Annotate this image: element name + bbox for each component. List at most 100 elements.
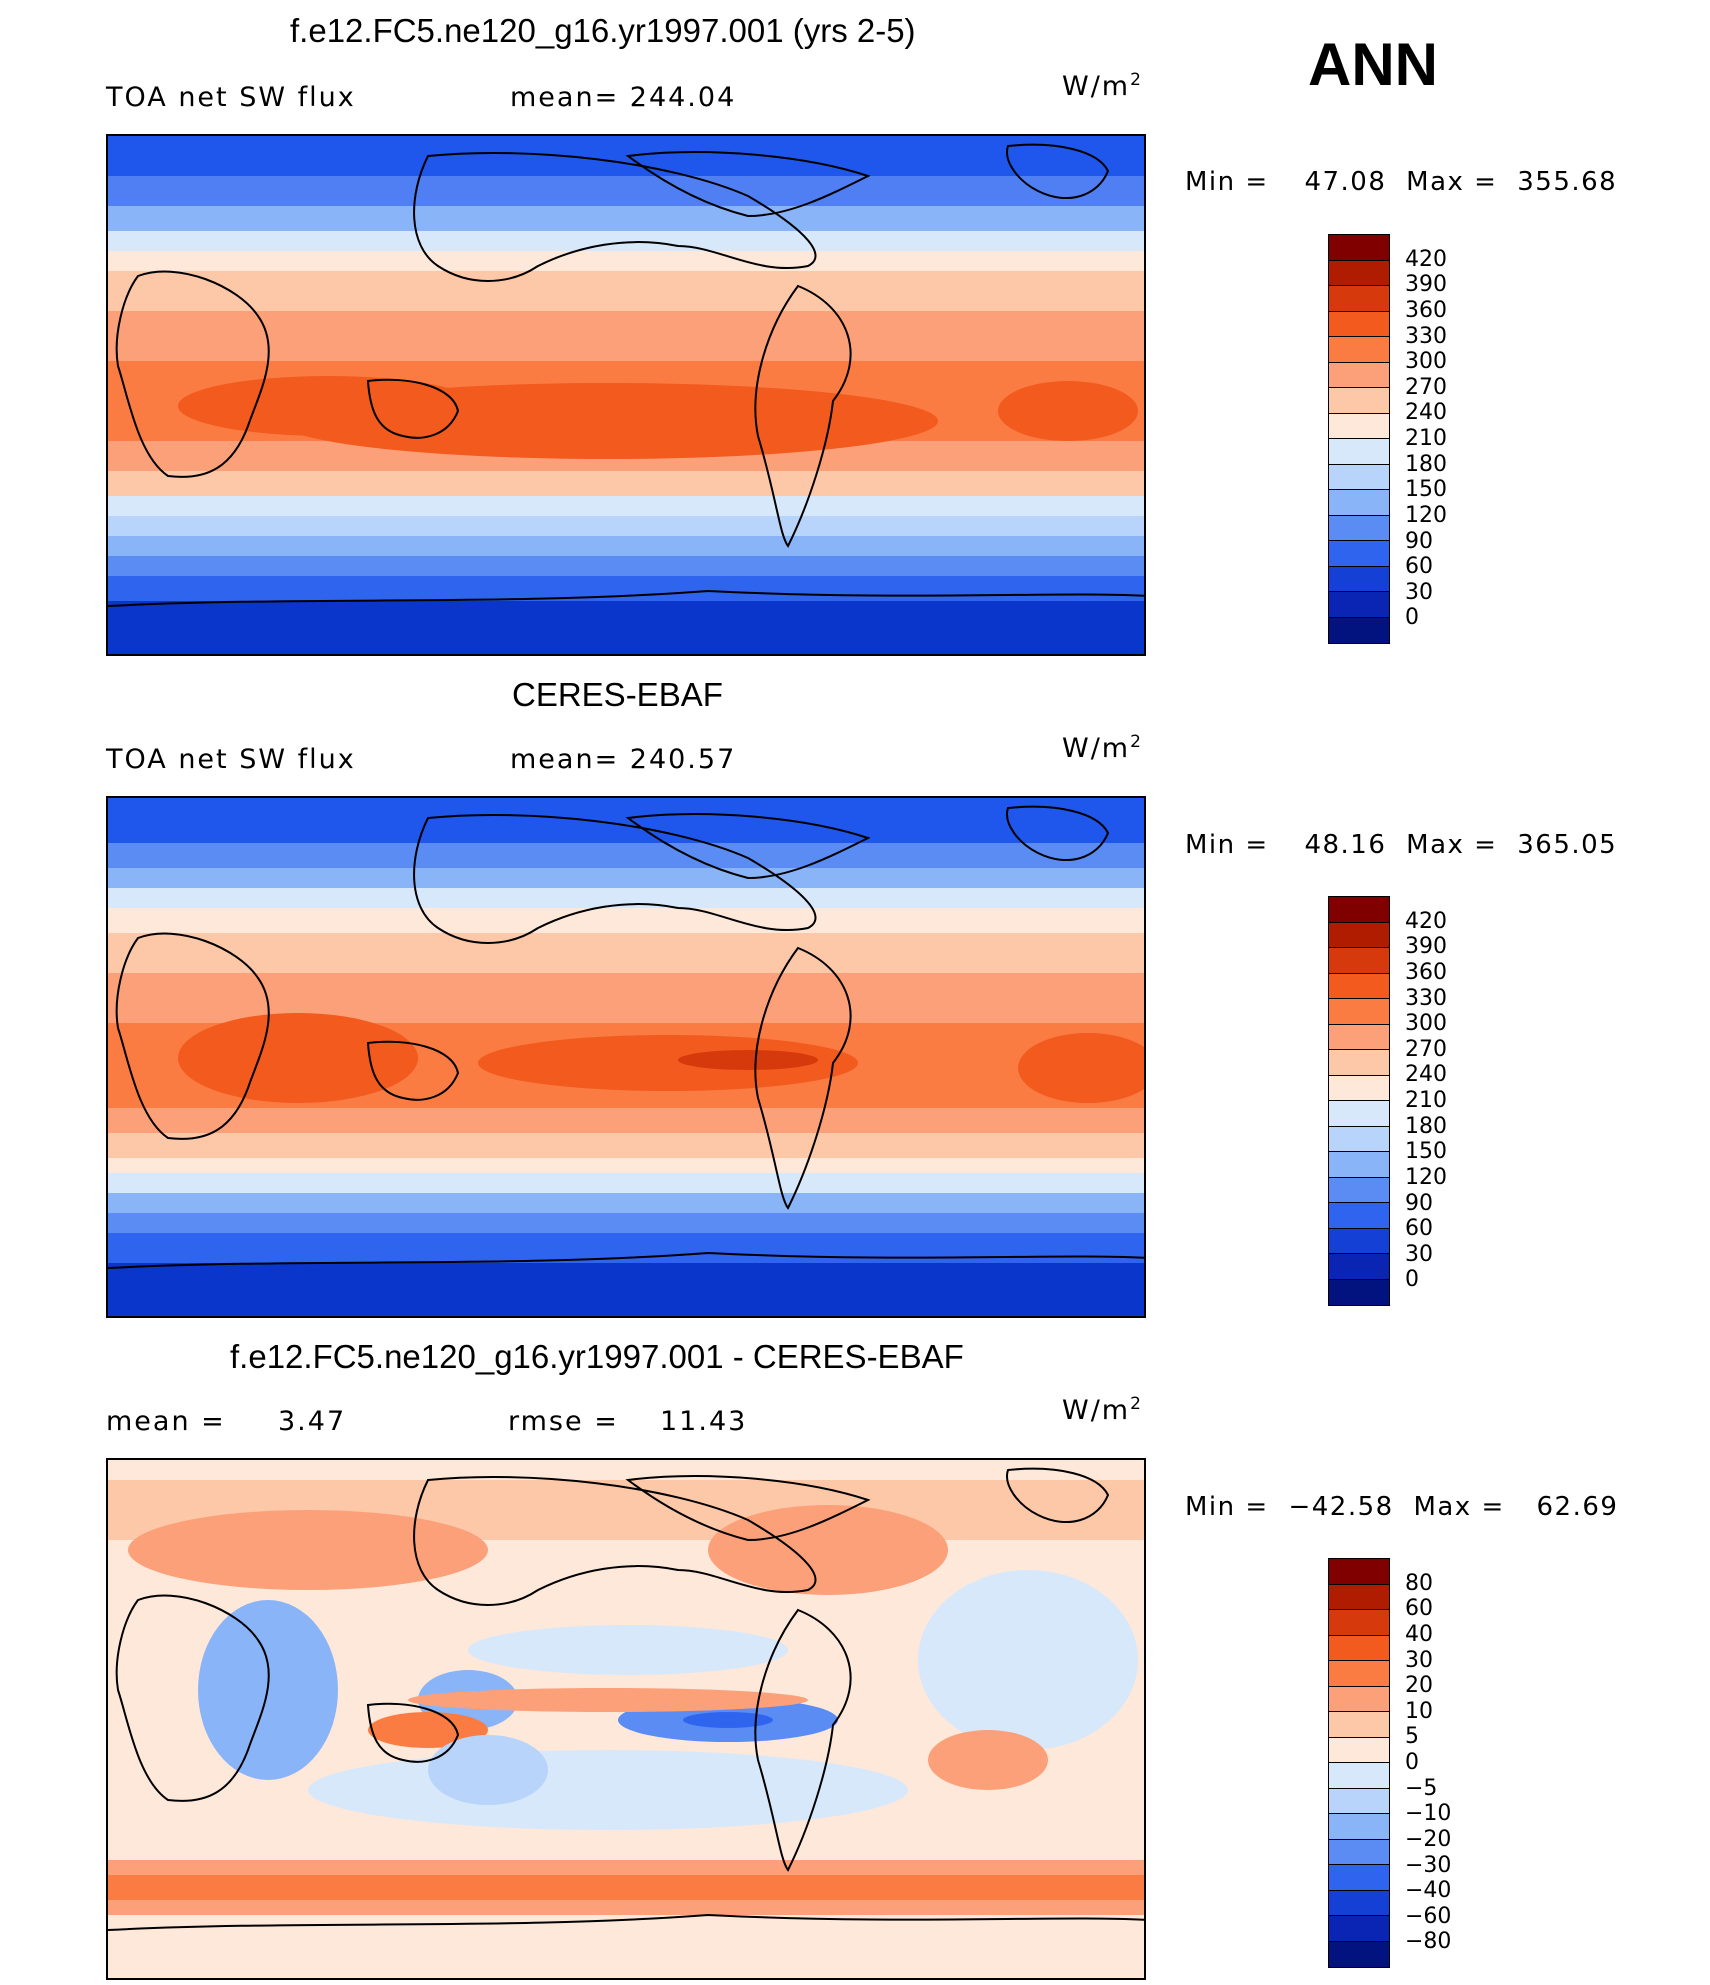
colorbar-segment [1329,1788,1389,1814]
colorbar-tick-label: 240 [1405,400,1447,426]
colorbar-tick-label: −5 [1405,1775,1438,1801]
colorbar-tick-label: −20 [1405,1826,1452,1852]
colorbar-tick-label: 0 [1405,1750,1419,1775]
panel3-mean-label: mean = [106,1406,226,1437]
colorbar-segment [1329,1050,1389,1076]
colorbar-segment [1329,1559,1389,1585]
colorbar-segment [1329,439,1389,465]
colorbar-segment [1329,541,1389,567]
colorbar-segment [1329,1865,1389,1891]
colorbar-segment [1329,1203,1389,1229]
panel1-mean-label: mean= 244.04 [510,82,737,113]
colorbar-segment [1329,490,1389,516]
colorbar-segment [1329,1075,1389,1101]
panel1-minmax: Min = 47.08 Max = 355.68 [1185,167,1617,197]
colorbar-tick-label: 60 [1405,554,1433,580]
panel3-rmse-label: rmse = [508,1406,619,1437]
colorbar-segment [1329,1661,1389,1687]
panel2-max-value: 365.05 [1517,830,1618,860]
colorbar-segment [1329,1152,1389,1178]
panel1-map [106,134,1146,656]
colorbar-segment [1329,311,1389,337]
colorbar-segment [1329,260,1389,286]
colorbar-tick-label: 40 [1405,1621,1433,1647]
colorbar-tick-label: −80 [1405,1929,1452,1955]
colorbar-segment [1329,973,1389,999]
panel1-units: W/m2 [1062,70,1143,102]
colorbar-tick-label: 390 [1405,272,1447,298]
colorbar-tick-label: 420 [1405,908,1447,934]
panel3-mean-value: 3.47 [278,1406,347,1437]
panel3-max-label: Max = [1413,1492,1505,1522]
colorbar-segment [1329,1024,1389,1050]
panel3-colorbar [1328,1558,1390,1968]
panel3-minmax: Min = −42.58 Max = 62.69 [1185,1492,1618,1522]
panel1-min-label: Min = [1185,167,1269,197]
colorbar-tick-label: 30 [1405,1647,1433,1673]
colorbar-segment [1329,1814,1389,1840]
colorbar-tick-label: 360 [1405,297,1447,323]
colorbar-tick-label: 300 [1405,1011,1447,1037]
colorbar-segment [1329,897,1389,923]
colorbar-tick-label: 330 [1405,323,1447,349]
colorbar-segment [1329,1584,1389,1610]
panel2-map [106,796,1146,1318]
colorbar-segment [1329,362,1389,388]
colorbar-segment [1329,1686,1389,1712]
units-text: W/m [1062,733,1131,764]
panel2-variable-label: TOA net SW flux [106,744,356,775]
panel3-units: W/m2 [1062,1394,1143,1426]
colorbar-tick-label: 60 [1405,1596,1433,1622]
colorbar-tick-label: 420 [1405,246,1447,272]
colorbar-segment [1329,1126,1389,1152]
colorbar-tick-label: 360 [1405,959,1447,985]
colorbar-segment [1329,1177,1389,1203]
colorbar-segment [1329,1254,1389,1280]
colorbar-segment [1329,337,1389,363]
panel3-min-label: Min = [1185,1492,1269,1522]
colorbar-segment [1329,948,1389,974]
colorbar-segment [1329,1228,1389,1254]
colorbar-tick-label: 210 [1405,1088,1447,1113]
panel3-min-value: −42.58 [1288,1492,1394,1522]
colorbar-tick-label: 5 [1405,1724,1419,1750]
colorbar-segment [1329,922,1389,948]
colorbar-segment [1329,286,1389,312]
colorbar-segment [1329,1279,1389,1305]
panel2-units: W/m2 [1062,732,1143,764]
units-exponent: 2 [1130,1394,1143,1414]
colorbar-tick-label: 120 [1405,502,1447,528]
colorbar-segment [1329,592,1389,618]
colorbar-tick-label: 80 [1405,1570,1433,1596]
colorbar-segment [1329,1635,1389,1661]
colorbar-segment [1329,413,1389,439]
colorbar-tick-label: 30 [1405,1241,1433,1267]
colorbar-tick-label: 0 [1405,1267,1419,1293]
colorbar-tick-label: 150 [1405,1139,1447,1165]
panel3-map [106,1458,1146,1980]
panel1-title: f.e12.FC5.ne120_g16.yr1997.001 (yrs 2-5) [290,12,916,49]
colorbar-segment [1329,464,1389,490]
colorbar-tick-label: 0 [1405,605,1419,631]
colorbar-tick-label: 330 [1405,985,1447,1011]
units-exponent: 2 [1130,70,1143,90]
units-text: W/m [1062,1395,1131,1426]
colorbar-segment [1329,1101,1389,1127]
colorbar-segment [1329,1839,1389,1865]
colorbar-segment [1329,999,1389,1025]
colorbar-tick-label: −40 [1405,1878,1452,1904]
colorbar-tick-label: 150 [1405,477,1447,503]
colorbar-tick-label: 90 [1405,1190,1433,1216]
colorbar-tick-label: 10 [1405,1698,1433,1724]
colorbar-segment [1329,235,1389,261]
colorbar-segment [1329,1737,1389,1763]
units-exponent: 2 [1130,732,1143,752]
panel1-min-value: 47.08 [1304,167,1387,197]
colorbar-segment [1329,1610,1389,1636]
colorbar-segment [1329,617,1389,643]
season-label: ANN [1308,31,1438,98]
panel1-max-value: 355.68 [1517,167,1618,197]
colorbar-tick-label: 90 [1405,528,1433,554]
colorbar-tick-label: 20 [1405,1673,1433,1699]
panel2-min-value: 48.16 [1304,830,1387,860]
